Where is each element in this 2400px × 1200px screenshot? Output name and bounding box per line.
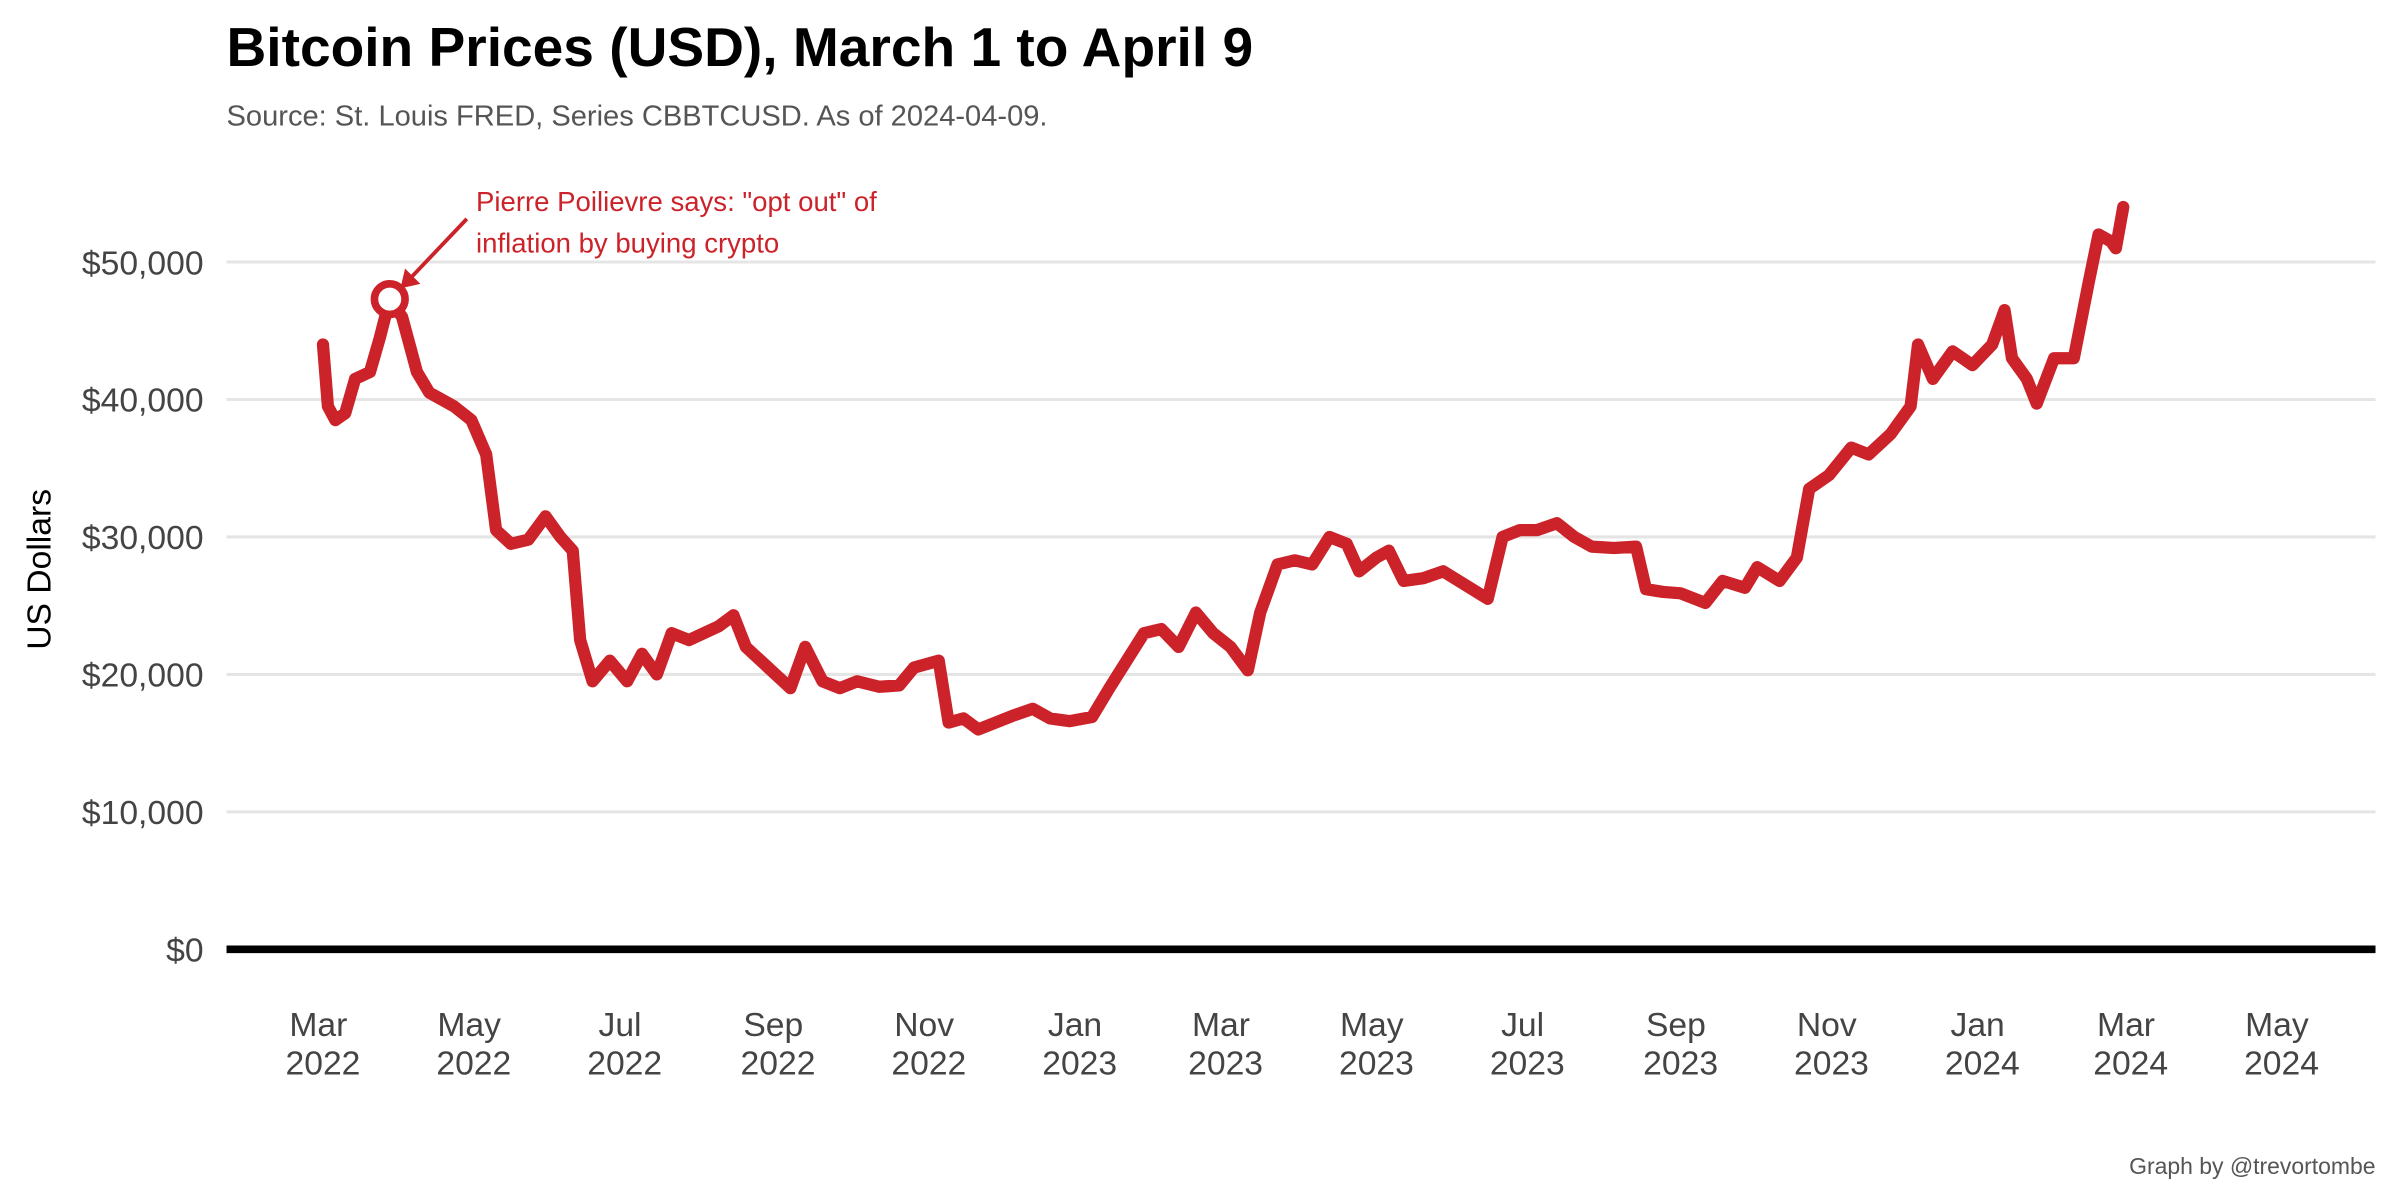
x-tick-label: Nov 2023 <box>1794 1007 1869 1082</box>
x-tick-label: May 2022 <box>436 1007 511 1082</box>
x-tick-label: Sep 2022 <box>741 1007 816 1082</box>
x-tick-label: May 2024 <box>2244 1007 2319 1082</box>
chart-title: Bitcoin Prices (USD), March 1 to April 9 <box>227 16 1254 78</box>
x-tick-label: Mar 2023 <box>1188 1007 1263 1082</box>
annotation-text: Pierre Poilievre says: "opt out" of <box>476 186 877 217</box>
y-tick-label: $20,000 <box>82 658 204 695</box>
chart-subtitle: Source: St. Louis FRED, Series CBBTCUSD.… <box>227 101 1048 133</box>
y-tick-label: $30,000 <box>82 520 204 557</box>
x-tick-label: Nov 2022 <box>891 1007 966 1082</box>
y-tick-label: $10,000 <box>82 795 204 832</box>
x-tick-label: Jul 2023 <box>1490 1007 1565 1082</box>
y-axis-title: US Dollars <box>22 489 59 650</box>
annotation-text: inflation by buying crypto <box>476 228 779 259</box>
y-tick-label: $0 <box>166 933 203 970</box>
x-tick-label: Mar 2022 <box>286 1007 361 1082</box>
y-tick-label: $50,000 <box>82 245 204 282</box>
x-tick-label: May 2023 <box>1339 1007 1414 1082</box>
x-tick-label: Jan 2023 <box>1042 1007 1117 1082</box>
annotation-arrow <box>403 217 469 286</box>
price-line <box>316 200 2130 736</box>
x-tick-label: Jan 2024 <box>1945 1007 2020 1082</box>
x-tick-label: Mar 2024 <box>2093 1007 2168 1082</box>
x-tick-label: Jul 2022 <box>587 1007 662 1082</box>
x-tick-label: Sep 2023 <box>1643 1007 1718 1082</box>
y-tick-label: $40,000 <box>82 383 204 420</box>
caption: Graph by @trevortombe <box>2129 1153 2375 1179</box>
annotation-arrowhead <box>400 268 421 289</box>
annotation-marker <box>370 280 409 319</box>
